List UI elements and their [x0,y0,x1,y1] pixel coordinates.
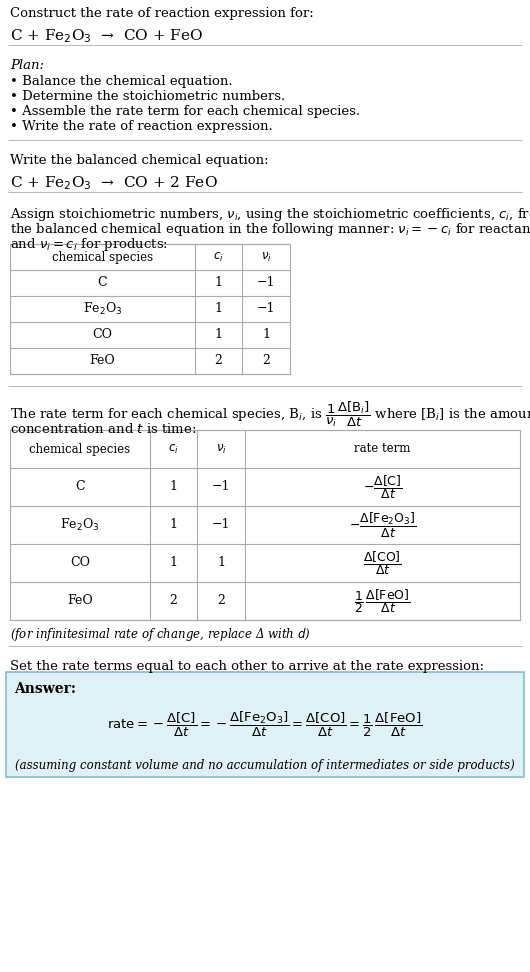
Text: −1: −1 [257,302,275,316]
Text: Construct the rate of reaction expression for:: Construct the rate of reaction expressio… [10,7,314,20]
Text: rate term: rate term [355,442,411,456]
Text: FeO: FeO [67,595,93,608]
Text: • Balance the chemical equation.: • Balance the chemical equation. [10,75,233,88]
Text: chemical species: chemical species [52,251,153,263]
Text: $\nu_i$: $\nu_i$ [261,251,271,263]
Text: concentration and $t$ is time:: concentration and $t$ is time: [10,422,197,436]
Text: 2: 2 [170,595,178,608]
Text: 1: 1 [215,276,223,290]
Text: $\dfrac{\Delta[\mathrm{CO}]}{\Delta t}$: $\dfrac{\Delta[\mathrm{CO}]}{\Delta t}$ [363,549,402,577]
Text: $\nu_i$: $\nu_i$ [216,442,226,456]
Text: 1: 1 [170,480,178,494]
Text: 2: 2 [217,595,225,608]
Text: $c_i$: $c_i$ [168,442,179,456]
Text: 1: 1 [217,557,225,570]
Text: Plan:: Plan: [10,59,44,72]
Text: Set the rate terms equal to each other to arrive at the rate expression:: Set the rate terms equal to each other t… [10,660,484,673]
Text: (assuming constant volume and no accumulation of intermediates or side products): (assuming constant volume and no accumul… [15,758,515,772]
Text: 1: 1 [170,557,178,570]
Text: Assign stoichiometric numbers, $\nu_i$, using the stoichiometric coefficients, $: Assign stoichiometric numbers, $\nu_i$, … [10,206,530,223]
Text: Answer:: Answer: [14,682,76,696]
Text: −1: −1 [212,480,230,494]
Text: 1: 1 [170,518,178,532]
Text: $\mathrm{rate} = -\dfrac{\Delta[\mathrm{C}]}{\Delta t} = -\dfrac{\Delta[\mathrm{: $\mathrm{rate} = -\dfrac{\Delta[\mathrm{… [107,710,423,739]
Text: Fe$_2$O$_3$: Fe$_2$O$_3$ [60,517,100,533]
Text: The rate term for each chemical species, B$_i$, is $\dfrac{1}{\nu_i}\dfrac{\Delt: The rate term for each chemical species,… [10,400,530,430]
Text: Fe$_2$O$_3$: Fe$_2$O$_3$ [83,301,122,317]
Text: $-\dfrac{\Delta[\mathrm{C}]}{\Delta t}$: $-\dfrac{\Delta[\mathrm{C}]}{\Delta t}$ [363,473,402,501]
Text: Write the balanced chemical equation:: Write the balanced chemical equation: [10,154,269,167]
Text: C + Fe$_2$O$_3$  →  CO + FeO: C + Fe$_2$O$_3$ → CO + FeO [10,27,203,45]
Text: C + Fe$_2$O$_3$  →  CO + 2 FeO: C + Fe$_2$O$_3$ → CO + 2 FeO [10,174,218,191]
Text: CO: CO [93,329,112,341]
Text: −1: −1 [257,276,275,290]
Text: C: C [98,276,107,290]
Text: FeO: FeO [90,355,116,367]
Text: $\dfrac{1}{2}\,\dfrac{\Delta[\mathrm{FeO}]}{\Delta t}$: $\dfrac{1}{2}\,\dfrac{\Delta[\mathrm{FeO… [354,587,411,615]
Text: 1: 1 [262,329,270,341]
Bar [10,430,520,620]
Text: 1: 1 [215,329,223,341]
FancyBboxPatch shape [6,672,524,777]
Text: 2: 2 [262,355,270,367]
Text: • Write the rate of reaction expression.: • Write the rate of reaction expression. [10,120,273,133]
Text: the balanced chemical equation in the following manner: $\nu_i = -c_i$ for react: the balanced chemical equation in the fo… [10,221,530,238]
Text: and $\nu_i = c_i$ for products:: and $\nu_i = c_i$ for products: [10,236,168,253]
Text: (for infinitesimal rate of change, replace Δ with $d$): (for infinitesimal rate of change, repla… [10,626,311,643]
Text: $-\dfrac{\Delta[\mathrm{Fe_2O_3}]}{\Delta t}$: $-\dfrac{\Delta[\mathrm{Fe_2O_3}]}{\Delt… [349,510,416,539]
Bar [10,244,290,374]
Text: $c_i$: $c_i$ [213,251,224,263]
Text: C: C [75,480,85,494]
Text: 2: 2 [215,355,223,367]
Text: • Assemble the rate term for each chemical species.: • Assemble the rate term for each chemic… [10,105,360,118]
Text: CO: CO [70,557,90,570]
Text: • Determine the stoichiometric numbers.: • Determine the stoichiometric numbers. [10,90,285,103]
Text: chemical species: chemical species [30,442,130,456]
Text: 1: 1 [215,302,223,316]
Text: −1: −1 [212,518,230,532]
